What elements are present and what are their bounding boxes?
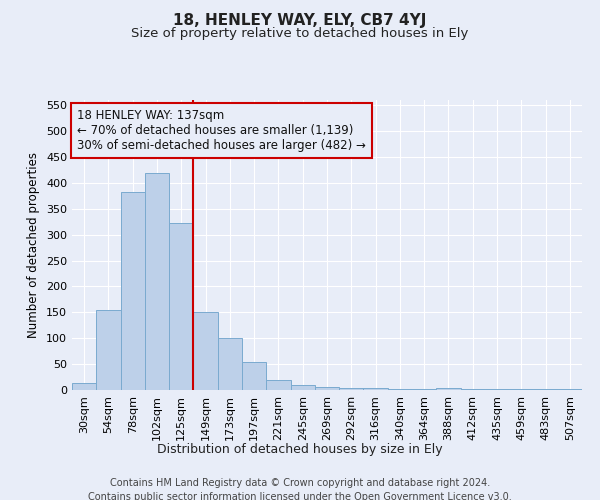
Bar <box>242 362 266 390</box>
Text: 18 HENLEY WAY: 137sqm
← 70% of detached houses are smaller (1,139)
30% of semi-d: 18 HENLEY WAY: 137sqm ← 70% of detached … <box>77 108 366 152</box>
Bar <box>193 312 218 390</box>
Bar <box>72 384 96 390</box>
Bar <box>558 389 582 390</box>
Bar <box>290 385 315 390</box>
Bar <box>436 388 461 390</box>
Text: 18, HENLEY WAY, ELY, CB7 4YJ: 18, HENLEY WAY, ELY, CB7 4YJ <box>173 12 427 28</box>
Y-axis label: Number of detached properties: Number of detached properties <box>28 152 40 338</box>
Text: Distribution of detached houses by size in Ely: Distribution of detached houses by size … <box>157 442 443 456</box>
Bar <box>218 338 242 390</box>
Bar <box>364 388 388 390</box>
Bar <box>266 380 290 390</box>
Bar <box>169 222 193 390</box>
Bar <box>145 172 169 390</box>
Bar <box>339 388 364 390</box>
Text: Size of property relative to detached houses in Ely: Size of property relative to detached ho… <box>131 28 469 40</box>
Bar <box>121 192 145 390</box>
Text: Contains HM Land Registry data © Crown copyright and database right 2024.
Contai: Contains HM Land Registry data © Crown c… <box>88 478 512 500</box>
Bar <box>96 310 121 390</box>
Bar <box>315 388 339 390</box>
